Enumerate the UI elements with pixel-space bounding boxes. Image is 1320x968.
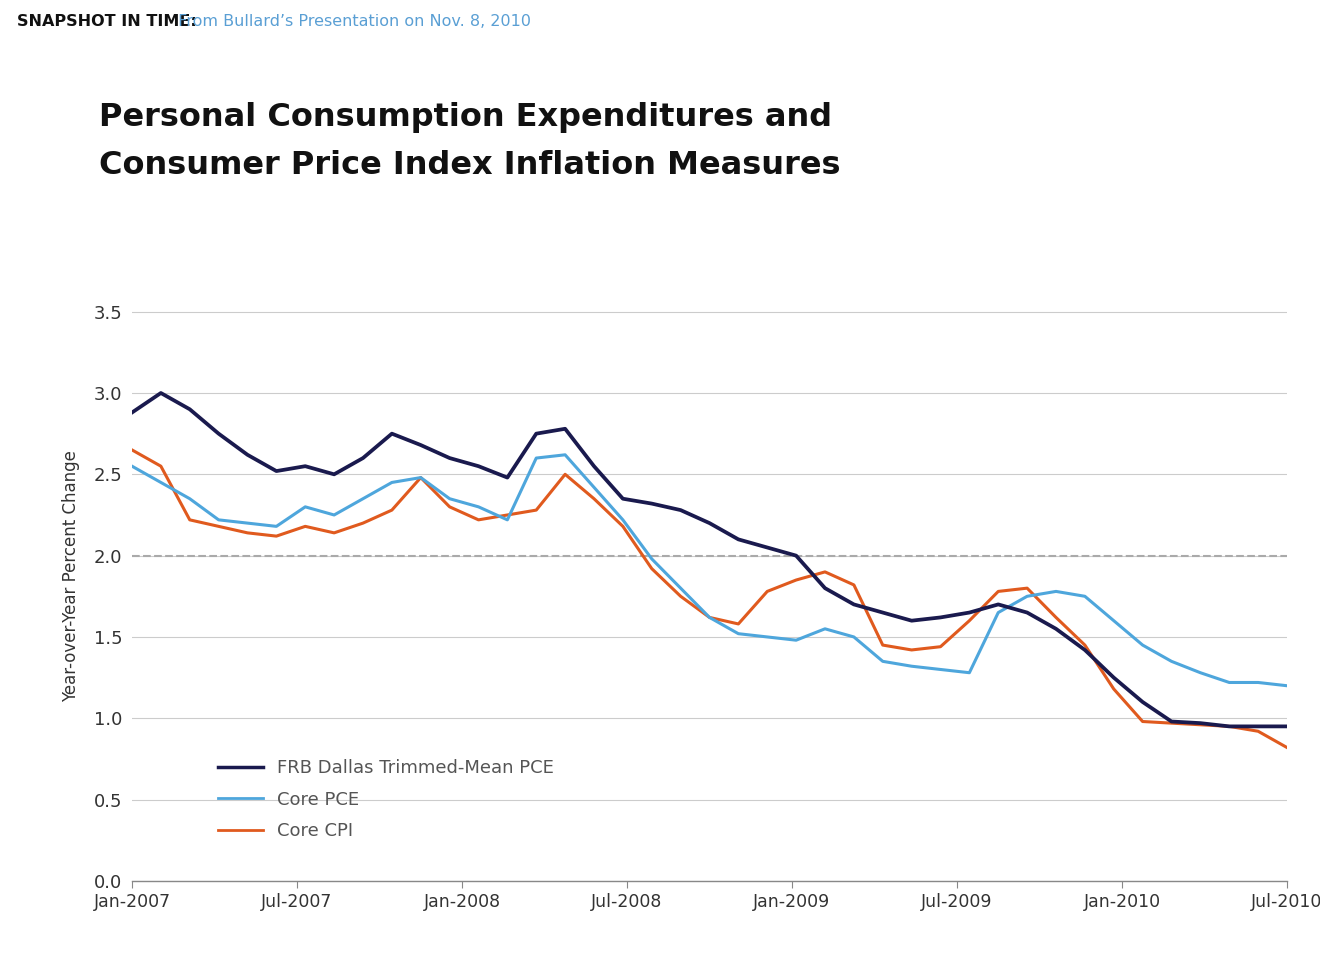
- Text: Consumer Price Index Inflation Measures: Consumer Price Index Inflation Measures: [99, 150, 841, 181]
- Legend: FRB Dallas Trimmed-Mean PCE, Core PCE, Core CPI: FRB Dallas Trimmed-Mean PCE, Core PCE, C…: [210, 752, 561, 847]
- Text: SNAPSHOT IN TIME:: SNAPSHOT IN TIME:: [17, 15, 197, 29]
- Text: Personal Consumption Expenditures and: Personal Consumption Expenditures and: [99, 102, 832, 133]
- Text: From Bullard’s Presentation on Nov. 8, 2010: From Bullard’s Presentation on Nov. 8, 2…: [173, 15, 531, 29]
- Y-axis label: Year-over-Year Percent Change: Year-over-Year Percent Change: [62, 450, 79, 702]
